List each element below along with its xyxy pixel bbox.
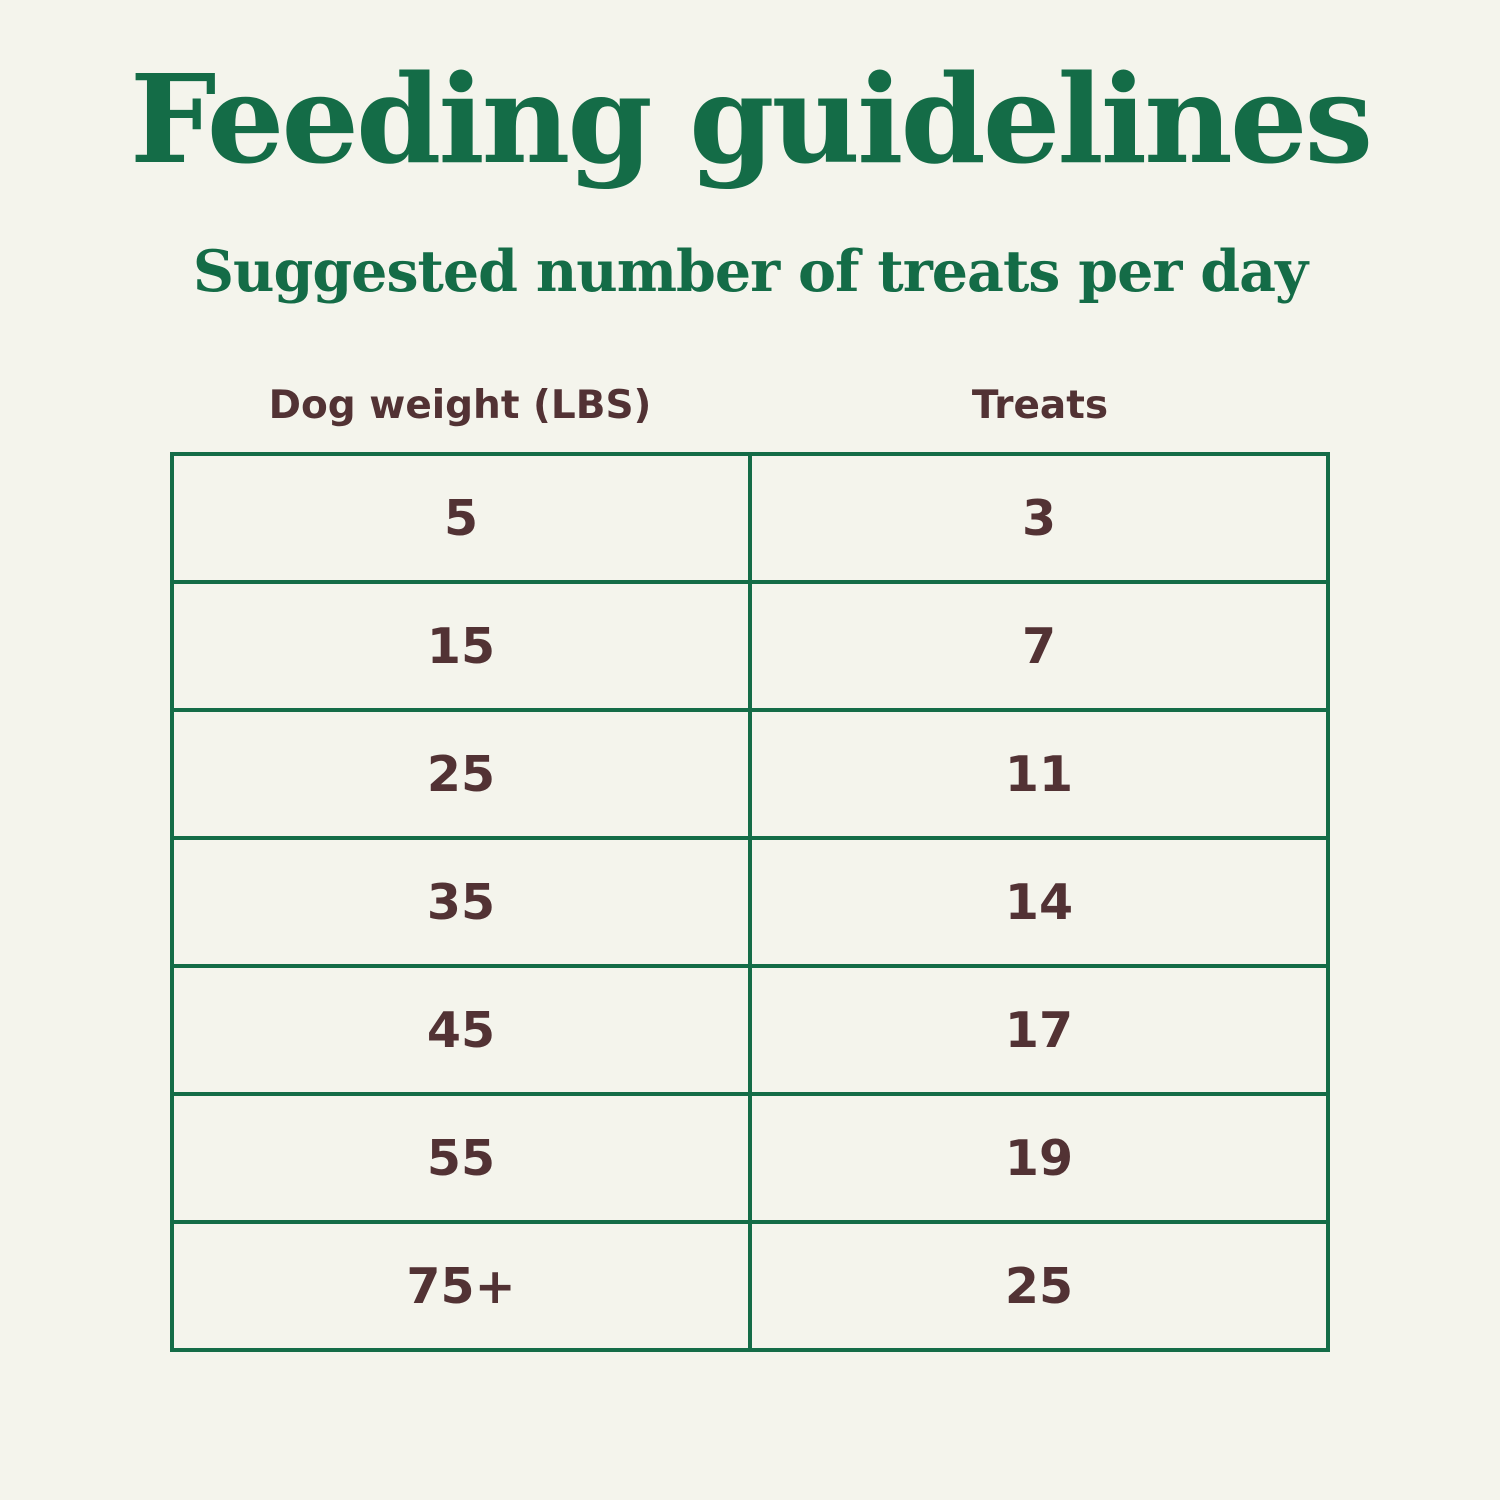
table-row: 75+ 25 bbox=[170, 1220, 1330, 1353]
page-subtitle: Suggested number of treats per day bbox=[192, 238, 1308, 306]
column-header-dog-weight: Dog weight (LBS) bbox=[268, 383, 652, 429]
weight-cell: 25 bbox=[170, 708, 752, 841]
column-headers: Dog weight (LBS) Treats bbox=[170, 383, 1330, 428]
treats-cell: 25 bbox=[748, 1220, 1330, 1353]
weight-cell: 55 bbox=[170, 1092, 752, 1225]
feeding-table: 5 3 15 7 25 11 35 14 45 17 55 19 bbox=[170, 452, 1330, 1353]
treats-cell: 17 bbox=[748, 964, 1330, 1097]
page-title: Feeding guidelines bbox=[129, 47, 1373, 191]
table-row: 25 11 bbox=[170, 708, 1330, 841]
table-row: 45 17 bbox=[170, 964, 1330, 1097]
treats-cell: 3 bbox=[748, 452, 1330, 585]
column-header-treats: Treats bbox=[971, 383, 1109, 429]
weight-cell: 15 bbox=[170, 580, 752, 713]
weight-cell: 5 bbox=[170, 452, 752, 585]
weight-cell: 45 bbox=[170, 964, 752, 1097]
table-row: 5 3 bbox=[170, 452, 1330, 585]
table-row: 35 14 bbox=[170, 836, 1330, 969]
table-row: 15 7 bbox=[170, 580, 1330, 713]
weight-cell: 75+ bbox=[170, 1220, 752, 1353]
table-row: 55 19 bbox=[170, 1092, 1330, 1225]
treats-cell: 7 bbox=[748, 580, 1330, 713]
weight-cell: 35 bbox=[170, 836, 752, 969]
treats-cell: 14 bbox=[748, 836, 1330, 969]
treats-cell: 11 bbox=[748, 708, 1330, 841]
treats-cell: 19 bbox=[748, 1092, 1330, 1225]
